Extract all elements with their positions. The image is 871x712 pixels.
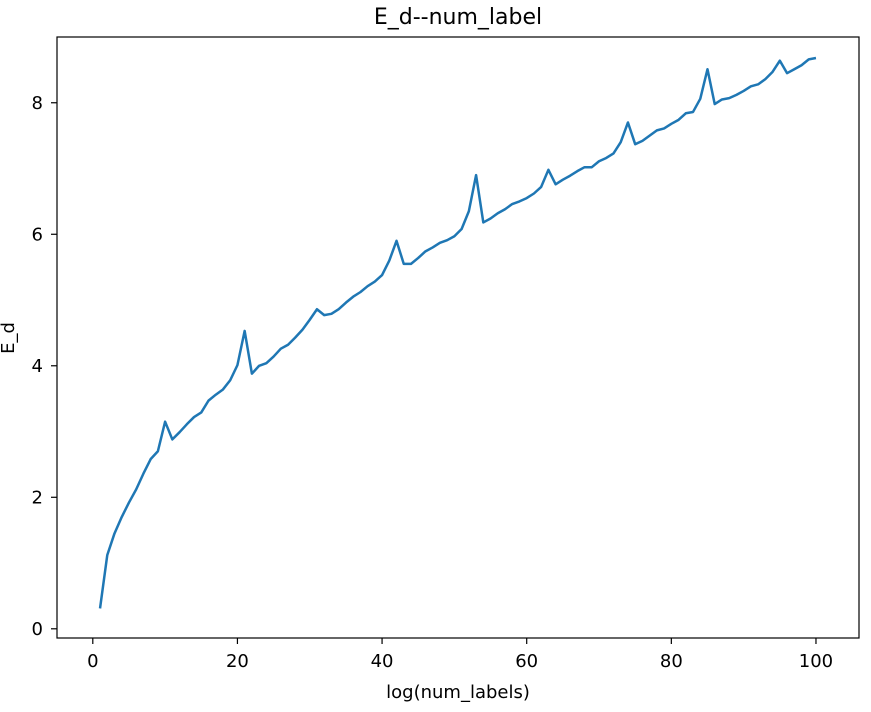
series-line-0 (98, 56, 817, 609)
x-tick-label: 0 (87, 651, 98, 672)
chart-title: E_d--num_label (374, 5, 542, 30)
plot-area: 0 20 40 60 80 100 0 2 4 6 8 (32, 36, 860, 672)
y-tick-label: 6 (32, 224, 43, 245)
y-tick-label: 2 (32, 487, 43, 508)
y-tick-label: 4 (32, 356, 43, 377)
x-tick-label: 40 (371, 651, 394, 672)
plot-frame (56, 36, 860, 639)
x-axis-label: log(num_labels) (386, 682, 530, 703)
x-tick-label: 60 (515, 651, 538, 672)
y-tick-label: 0 (32, 619, 43, 640)
y-axis-label: E_d (0, 322, 19, 354)
x-tick-label: 20 (226, 651, 249, 672)
y-tick-label: 8 (32, 93, 43, 114)
x-tick-label: 80 (660, 651, 683, 672)
x-tick-label: 100 (799, 651, 833, 672)
